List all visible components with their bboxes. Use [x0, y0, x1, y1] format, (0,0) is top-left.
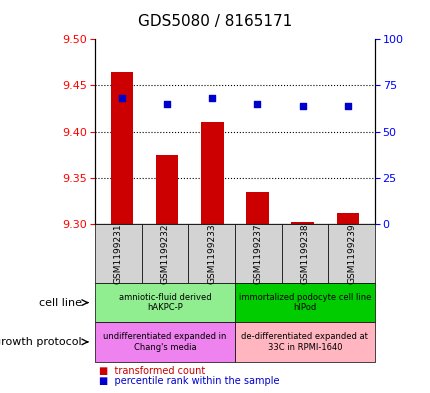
Text: GSM1199237: GSM1199237 — [253, 223, 262, 284]
Point — [253, 101, 260, 107]
Bar — [336, 213, 358, 224]
Text: undifferentiated expanded in
Chang's media: undifferentiated expanded in Chang's med… — [103, 332, 226, 352]
Point — [298, 103, 305, 109]
Text: GSM1199232: GSM1199232 — [160, 223, 169, 284]
Text: GSM1199231: GSM1199231 — [114, 223, 123, 284]
Point — [209, 95, 215, 101]
Text: cell line: cell line — [39, 298, 82, 308]
Point — [118, 95, 125, 101]
Point — [344, 103, 350, 109]
Text: GSM1199238: GSM1199238 — [300, 223, 309, 284]
Point — [163, 101, 170, 107]
Bar — [246, 192, 268, 224]
Text: growth protocol: growth protocol — [0, 337, 82, 347]
Text: GSM1199233: GSM1199233 — [206, 223, 215, 284]
Text: GSM1199239: GSM1199239 — [346, 223, 355, 284]
Text: immortalized podocyte cell line
hIPod: immortalized podocyte cell line hIPod — [238, 293, 370, 312]
Text: ■  transformed count: ■ transformed count — [99, 366, 205, 376]
Text: amniotic-fluid derived
hAKPC-P: amniotic-fluid derived hAKPC-P — [118, 293, 211, 312]
Text: de-differentiated expanded at
33C in RPMI-1640: de-differentiated expanded at 33C in RPM… — [241, 332, 368, 352]
Bar — [156, 155, 178, 224]
Bar — [200, 123, 223, 224]
Text: GDS5080 / 8165171: GDS5080 / 8165171 — [138, 14, 292, 29]
Text: ■  percentile rank within the sample: ■ percentile rank within the sample — [99, 376, 279, 386]
Bar — [111, 72, 133, 224]
Bar — [291, 222, 313, 224]
